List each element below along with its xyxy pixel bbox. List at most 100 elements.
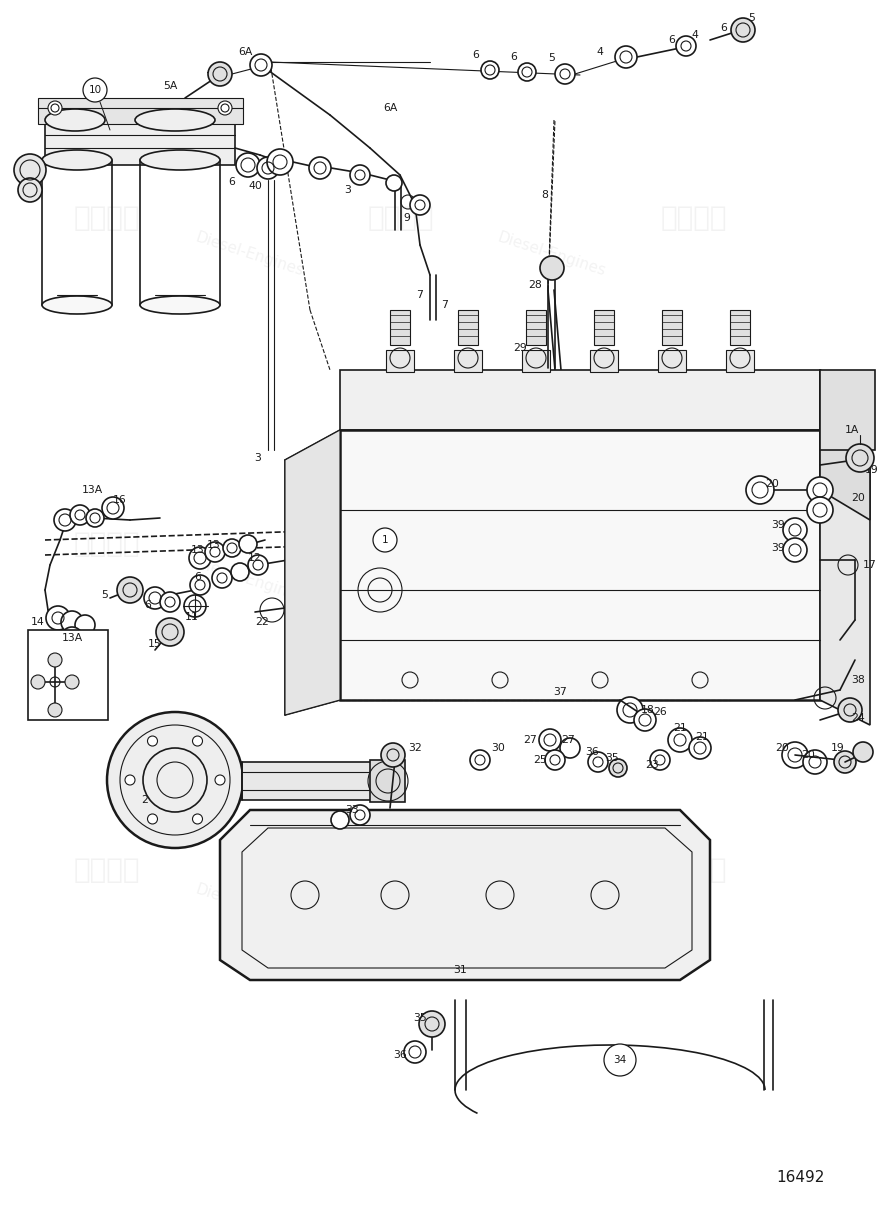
- Ellipse shape: [45, 109, 105, 131]
- Circle shape: [248, 555, 268, 575]
- Bar: [454, 349, 482, 372]
- Bar: [526, 310, 546, 345]
- Text: 15: 15: [148, 640, 162, 649]
- Text: 13A: 13A: [61, 634, 83, 643]
- Circle shape: [48, 653, 62, 667]
- Text: 8: 8: [541, 190, 548, 199]
- Circle shape: [48, 702, 62, 717]
- Text: 20: 20: [775, 744, 789, 753]
- Text: 17: 17: [863, 560, 877, 569]
- Bar: [38, 98, 243, 125]
- Circle shape: [192, 814, 203, 825]
- Circle shape: [609, 759, 627, 777]
- Circle shape: [46, 606, 70, 630]
- Text: 10: 10: [88, 85, 101, 96]
- Circle shape: [807, 497, 833, 523]
- Ellipse shape: [135, 109, 215, 131]
- Text: 3: 3: [255, 453, 262, 463]
- Text: 紫发动力: 紫发动力: [368, 530, 433, 559]
- Circle shape: [76, 631, 94, 649]
- Polygon shape: [220, 810, 710, 980]
- Text: Diesel-Engines: Diesel-Engines: [496, 556, 608, 604]
- Bar: [242, 762, 384, 800]
- Circle shape: [807, 478, 833, 503]
- Ellipse shape: [42, 150, 112, 170]
- Bar: [730, 310, 750, 345]
- Circle shape: [555, 64, 575, 83]
- Text: 27: 27: [561, 735, 575, 745]
- Text: 紫发动力: 紫发动力: [74, 530, 140, 559]
- Circle shape: [102, 497, 124, 519]
- Circle shape: [846, 444, 874, 472]
- Circle shape: [309, 157, 331, 179]
- Text: Diesel-Engines: Diesel-Engines: [193, 883, 305, 931]
- Text: 11: 11: [185, 612, 198, 621]
- Text: 12: 12: [248, 553, 262, 563]
- Text: 紫发动力: 紫发动力: [74, 203, 140, 232]
- Text: 6: 6: [668, 35, 676, 45]
- Text: 2: 2: [142, 796, 149, 805]
- Text: 21: 21: [673, 723, 687, 733]
- Text: 35: 35: [605, 753, 619, 763]
- Circle shape: [257, 157, 279, 179]
- Text: 33: 33: [345, 805, 359, 815]
- Text: 22: 22: [255, 617, 269, 627]
- Circle shape: [223, 539, 241, 557]
- Text: 3: 3: [344, 185, 352, 195]
- Circle shape: [54, 509, 76, 531]
- Text: 31: 31: [453, 965, 467, 974]
- Bar: [386, 349, 414, 372]
- Bar: [390, 310, 410, 345]
- Polygon shape: [285, 430, 340, 715]
- Circle shape: [676, 36, 696, 56]
- Bar: [458, 310, 478, 345]
- Text: 7: 7: [441, 300, 449, 310]
- Circle shape: [350, 164, 370, 185]
- Text: 32: 32: [409, 744, 422, 753]
- Text: 20: 20: [851, 493, 865, 503]
- Circle shape: [70, 505, 90, 525]
- Text: 30: 30: [491, 744, 505, 753]
- Text: Diesel-Engines: Diesel-Engines: [496, 230, 608, 278]
- Text: 39: 39: [771, 543, 785, 553]
- Circle shape: [540, 256, 564, 280]
- Text: 24: 24: [851, 713, 865, 723]
- Text: 13: 13: [207, 540, 221, 550]
- Circle shape: [746, 476, 774, 504]
- Text: 6: 6: [144, 600, 151, 611]
- Circle shape: [404, 1041, 426, 1063]
- Text: 37: 37: [553, 687, 567, 698]
- Circle shape: [218, 102, 232, 115]
- Bar: [370, 760, 405, 802]
- Circle shape: [560, 737, 580, 758]
- Circle shape: [650, 750, 670, 770]
- Circle shape: [838, 698, 862, 722]
- Ellipse shape: [140, 296, 220, 314]
- Circle shape: [61, 627, 83, 649]
- Text: 4: 4: [692, 30, 699, 40]
- Circle shape: [381, 744, 405, 767]
- Circle shape: [331, 811, 349, 829]
- Circle shape: [834, 751, 856, 773]
- Text: 20: 20: [801, 750, 815, 760]
- Circle shape: [61, 611, 83, 634]
- Circle shape: [190, 575, 210, 595]
- Circle shape: [184, 595, 206, 617]
- Circle shape: [419, 1011, 445, 1037]
- Circle shape: [617, 698, 643, 723]
- Circle shape: [470, 750, 490, 770]
- Circle shape: [215, 775, 225, 785]
- Text: 6: 6: [195, 572, 201, 582]
- Circle shape: [117, 577, 143, 603]
- Text: 25: 25: [533, 754, 546, 765]
- Text: 23: 23: [645, 760, 659, 770]
- Text: Diesel-Engines: Diesel-Engines: [193, 230, 305, 278]
- Circle shape: [782, 742, 808, 768]
- Circle shape: [205, 542, 225, 562]
- Circle shape: [783, 538, 807, 562]
- Text: 6A: 6A: [383, 103, 397, 112]
- Text: 5A: 5A: [163, 81, 177, 91]
- Circle shape: [410, 195, 430, 215]
- Bar: [28, 630, 108, 721]
- Polygon shape: [820, 370, 870, 725]
